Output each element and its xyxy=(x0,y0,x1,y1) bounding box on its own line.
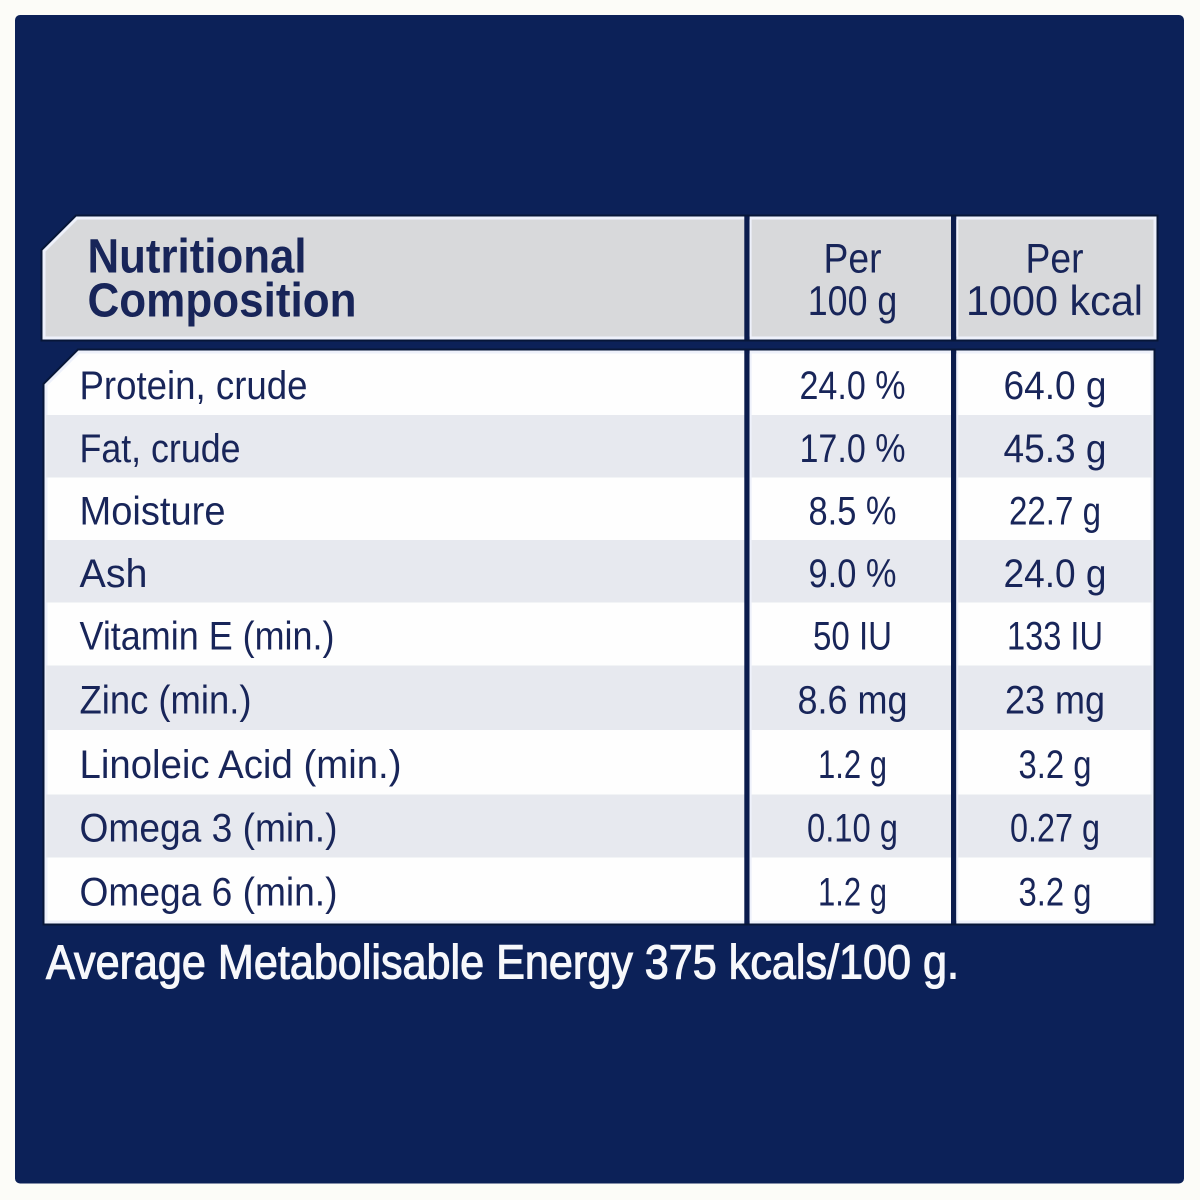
svg-text:Composition: Composition xyxy=(88,275,357,328)
svg-text:Ash: Ash xyxy=(80,552,148,596)
svg-text:Protein, crude: Protein, crude xyxy=(80,364,308,408)
svg-text:45.3 g: 45.3 g xyxy=(1004,427,1107,471)
svg-text:8.5 %: 8.5 % xyxy=(809,489,897,533)
svg-text:24.0 %: 24.0 % xyxy=(800,364,906,408)
svg-text:Moisture: Moisture xyxy=(80,489,226,533)
svg-text:133 IU: 133 IU xyxy=(1007,615,1103,659)
svg-text:Zinc (min.): Zinc (min.) xyxy=(80,678,252,722)
svg-text:Average Metabolisable Energy 3: Average Metabolisable Energy 375 kcals/1… xyxy=(46,936,959,989)
svg-text:8.6 mg: 8.6 mg xyxy=(798,678,908,722)
svg-text:100 g: 100 g xyxy=(808,277,898,324)
svg-text:9.0 %: 9.0 % xyxy=(809,552,897,596)
svg-text:22.7 g: 22.7 g xyxy=(1009,489,1101,533)
svg-text:3.2 g: 3.2 g xyxy=(1019,870,1092,914)
svg-text:64.0 g: 64.0 g xyxy=(1004,364,1107,408)
svg-text:Fat, crude: Fat, crude xyxy=(80,427,241,471)
svg-text:0.10 g: 0.10 g xyxy=(807,807,898,851)
svg-text:24.0 g: 24.0 g xyxy=(1004,552,1107,596)
svg-text:Omega 3 (min.): Omega 3 (min.) xyxy=(80,807,338,851)
svg-text:0.27 g: 0.27 g xyxy=(1010,807,1100,851)
svg-text:1.2 g: 1.2 g xyxy=(818,743,887,787)
svg-text:17.0 %: 17.0 % xyxy=(800,427,906,471)
svg-text:Vitamin E (min.): Vitamin E (min.) xyxy=(80,615,335,659)
svg-text:50 IU: 50 IU xyxy=(813,615,892,659)
svg-text:Per: Per xyxy=(824,235,882,282)
svg-text:Per: Per xyxy=(1026,235,1084,282)
svg-text:Nutritional: Nutritional xyxy=(88,231,307,284)
svg-text:3.2 g: 3.2 g xyxy=(1019,743,1092,787)
svg-text:Linoleic Acid (min.): Linoleic Acid (min.) xyxy=(80,743,402,787)
svg-text:23 mg: 23 mg xyxy=(1005,678,1105,722)
svg-text:1000 kcal: 1000 kcal xyxy=(966,277,1143,324)
svg-text:Omega 6 (min.): Omega 6 (min.) xyxy=(80,870,338,914)
svg-text:1.2 g: 1.2 g xyxy=(818,870,887,914)
